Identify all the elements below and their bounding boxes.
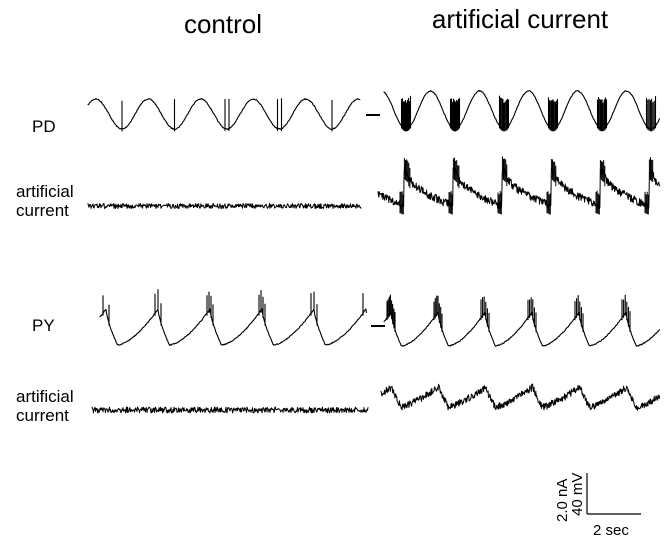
py-current-label-line1: artificial [16, 387, 74, 406]
pd-current-artificial-trace [377, 156, 661, 215]
py-voltage-control-trace [99, 289, 367, 346]
artificial-panel-title: artificial current [432, 4, 609, 34]
pd-voltage-label: PD [32, 117, 56, 136]
scale-bar-voltage-label: 40 mV [569, 473, 586, 516]
pd-current-control-trace [87, 203, 362, 209]
scale-bar: 2.0 nA 40 mV 2 sec [554, 473, 641, 539]
pd-current-label-line2: current [16, 201, 69, 220]
control-panel-title: control [184, 9, 262, 39]
pd-voltage-artificial-trace [383, 89, 660, 132]
py-voltage-artificial-trace [383, 294, 660, 347]
py-current-label-line2: current [16, 406, 69, 425]
scale-bar-time-label: 2 sec [593, 522, 629, 539]
pd-current-label-line1: artificial [16, 182, 74, 201]
scale-bar-current-label: 2.0 nA [554, 479, 571, 522]
py-current-control-trace [91, 406, 369, 414]
pd-voltage-control-trace [87, 98, 361, 132]
py-voltage-label: PY [32, 316, 55, 335]
py-current-artificial-trace [380, 383, 661, 411]
